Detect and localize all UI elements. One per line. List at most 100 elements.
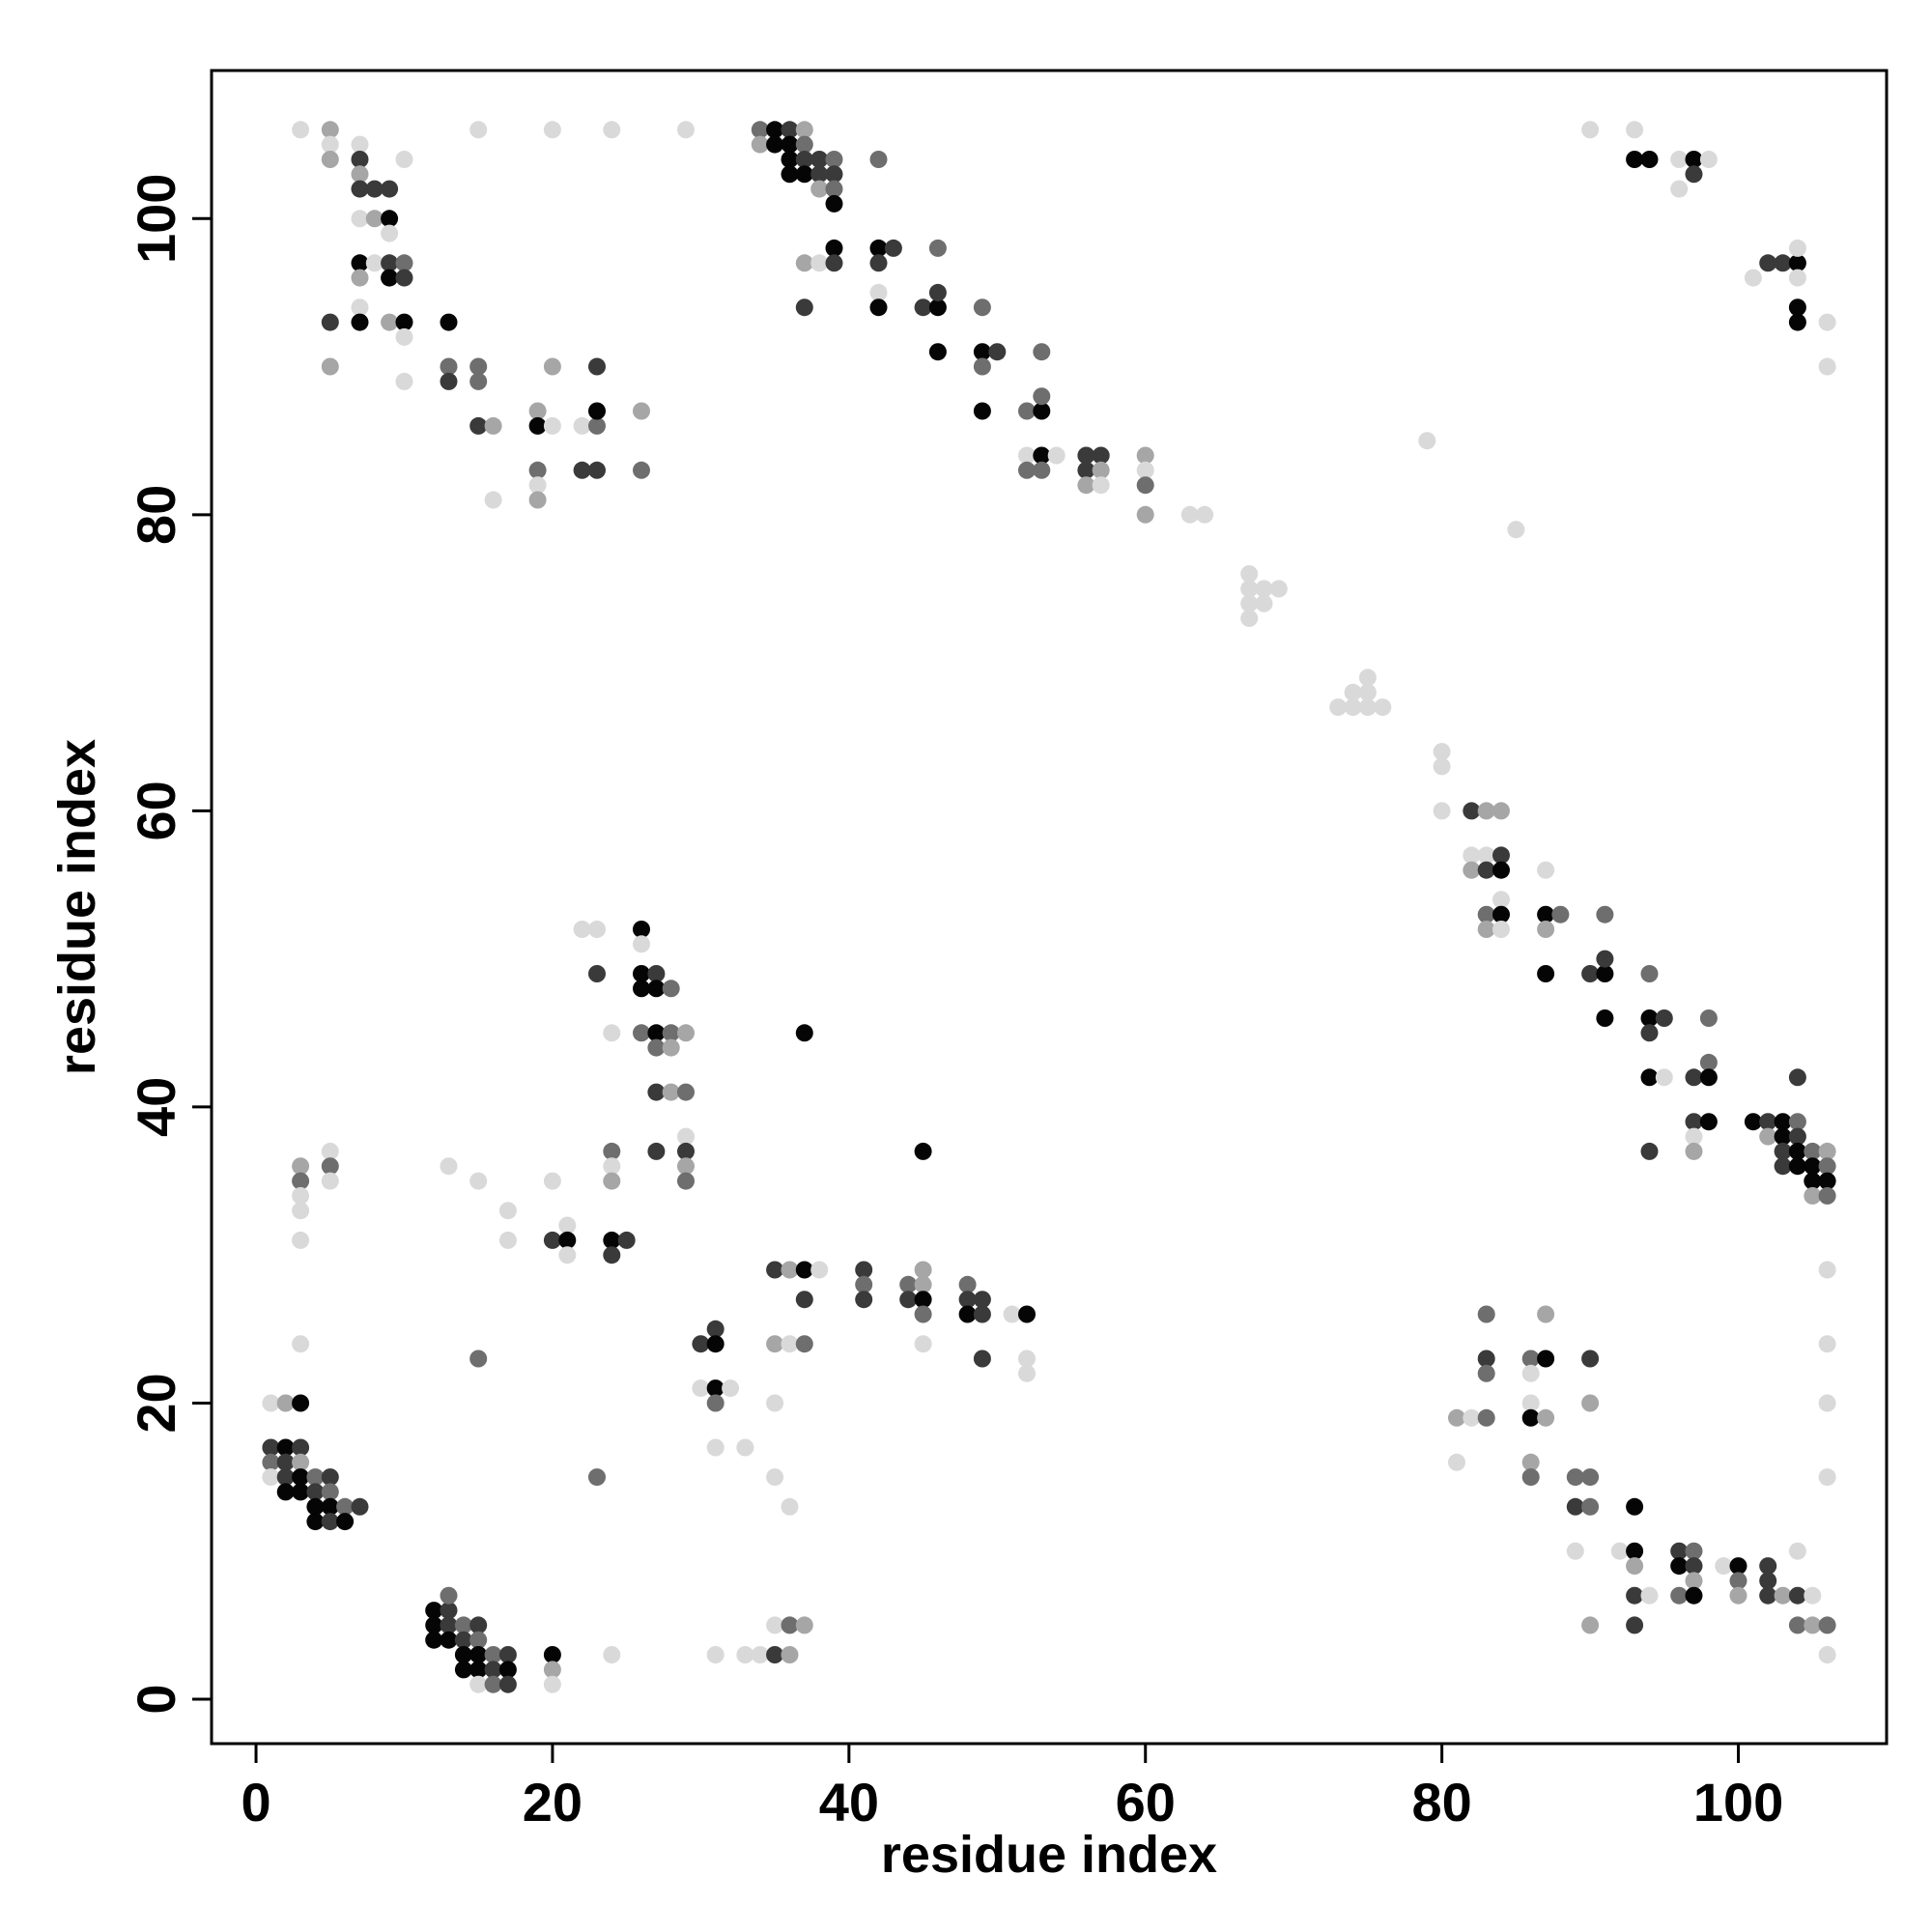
y-tick-label: 100 [126,174,186,264]
data-point [751,1646,769,1663]
data-point [1255,594,1273,612]
data-point [1774,1157,1792,1176]
data-point [692,1335,710,1353]
data-point [751,135,769,154]
data-point [1788,1616,1806,1634]
data-point [351,254,369,272]
data-point [351,180,369,198]
data-point [617,1231,636,1249]
data-point [825,239,843,257]
data-point [558,1216,577,1235]
data-point [1507,521,1525,539]
data-point [1596,965,1614,982]
data-point [973,1305,991,1323]
data-point [469,1646,488,1663]
data-point [1626,1542,1644,1560]
data-point [262,1394,280,1412]
y-tick-label: 40 [126,1077,186,1137]
data-point [914,1275,932,1293]
data-point [573,461,591,479]
data-point [706,1320,724,1338]
data-point [1537,965,1555,982]
data-point [677,1024,695,1042]
data-point [1774,1127,1792,1146]
data-point [647,965,666,982]
data-point [1804,1616,1822,1634]
data-point [484,1661,502,1679]
data-point [1744,269,1762,287]
data-point [306,1468,325,1487]
data-point [633,1024,650,1042]
data-point [1581,1350,1600,1368]
data-point [395,151,413,168]
data-point [766,1468,784,1487]
data-point [810,254,829,272]
data-point [381,254,399,272]
data-point [543,1675,561,1693]
data-point [528,416,547,435]
data-point [736,1646,754,1663]
data-point [321,135,339,154]
data-point [1033,343,1051,361]
data-point [321,151,339,168]
data-point [543,1661,561,1679]
data-point [1788,1586,1806,1605]
data-point [395,254,413,272]
data-point [1077,476,1095,495]
data-point [498,1231,517,1249]
data-point [1092,476,1110,495]
data-point [395,327,413,346]
data-point [751,121,769,139]
data-point [454,1646,472,1663]
data-point [498,1646,517,1663]
data-point [336,1513,355,1531]
data-point [1655,1068,1673,1087]
data-point [647,1142,666,1160]
data-point [1744,1113,1762,1131]
data-point [810,151,829,168]
data-point [1581,1497,1600,1516]
data-point [795,151,813,168]
data-point [973,1350,991,1368]
data-point [795,165,813,184]
data-point [1655,1009,1673,1027]
data-point [810,180,829,198]
data-point [1196,505,1214,524]
data-point [1018,402,1036,420]
data-point [1626,121,1644,139]
data-point [351,313,369,331]
data-point [543,416,561,435]
y-tick-label: 0 [126,1684,186,1714]
data-point [781,151,799,168]
data-point [1358,668,1377,687]
data-point [425,1616,443,1634]
data-point [1521,1364,1540,1382]
data-point [1685,1113,1703,1131]
data-point [1255,580,1273,598]
data-point [647,1038,666,1057]
data-point [1818,1186,1836,1205]
data-point [469,416,488,435]
data-point [1240,580,1259,598]
x-tick-label: 0 [241,1772,270,1833]
data-point [988,343,1007,361]
data-point [498,1675,517,1693]
data-point [588,965,606,982]
data-point [766,121,784,139]
data-point [914,1335,932,1353]
data-point [454,1661,472,1679]
data-point [276,1438,295,1457]
data-point [706,1438,724,1457]
data-point [647,1083,666,1101]
data-point [766,1261,784,1279]
data-point [351,269,369,287]
data-point [1640,151,1659,168]
data-point [588,461,606,479]
data-point [884,239,902,257]
data-point [603,121,621,139]
data-point [1344,698,1362,717]
data-point [1477,846,1495,865]
data-point [1136,476,1154,495]
data-point [855,1275,873,1293]
